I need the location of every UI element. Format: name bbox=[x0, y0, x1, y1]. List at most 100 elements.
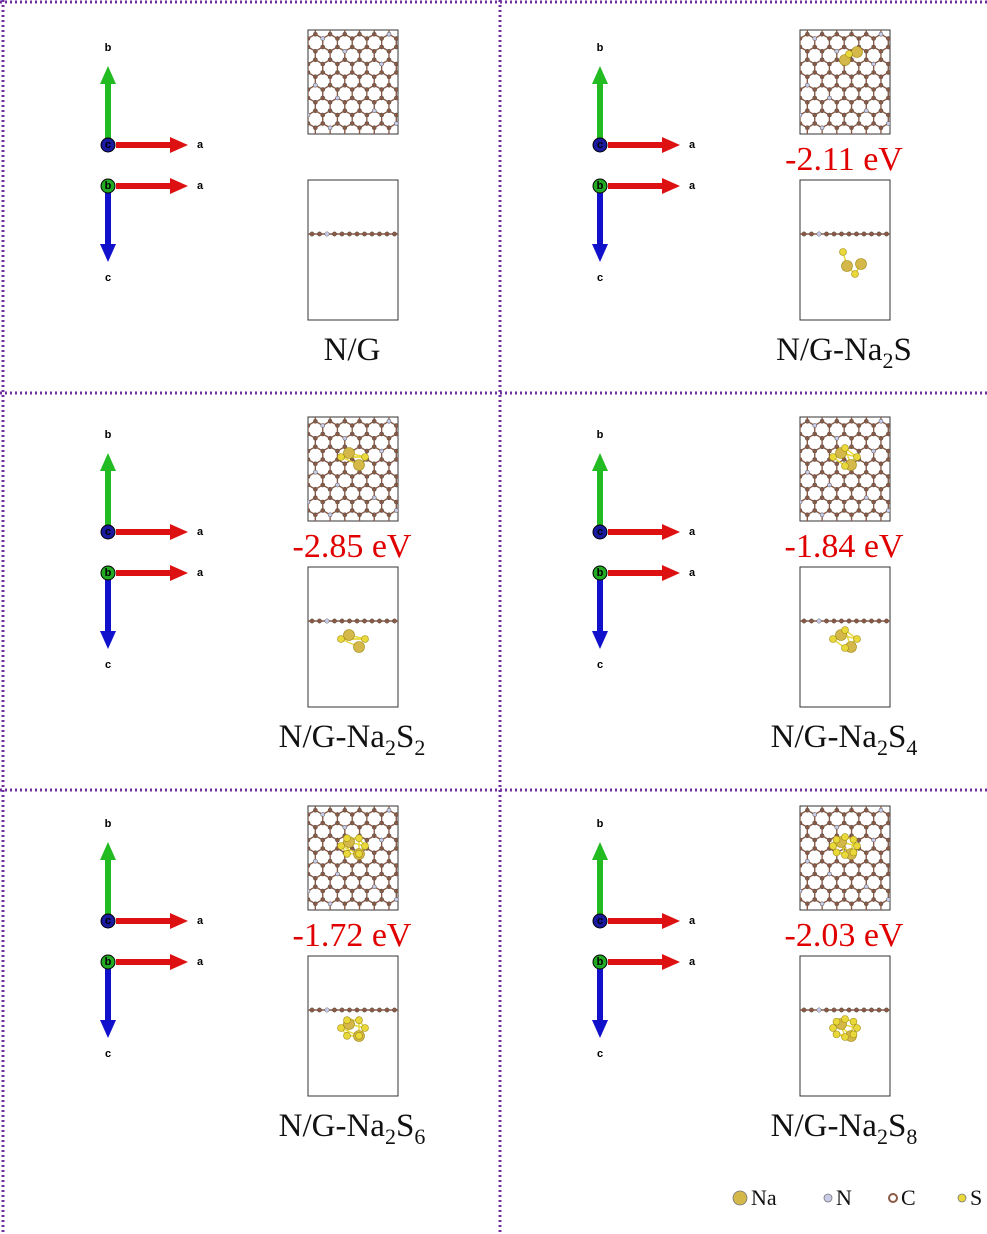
carbon-atom bbox=[365, 424, 369, 428]
carbon-atom bbox=[879, 521, 883, 525]
carbon-atom bbox=[901, 62, 905, 66]
carbon-atom bbox=[372, 859, 376, 863]
carbon-atom bbox=[894, 496, 898, 500]
carbon-atom bbox=[416, 876, 420, 880]
carbon-atom bbox=[835, 808, 839, 812]
nitrogen-atom bbox=[886, 407, 890, 411]
carbon-atom bbox=[791, 49, 795, 53]
carbon-atom bbox=[299, 49, 303, 53]
carbon-atom bbox=[310, 1008, 314, 1012]
carbon-atom bbox=[901, 96, 905, 100]
carbon-atom bbox=[328, 470, 332, 474]
carbon-atom bbox=[879, 521, 883, 525]
carbon-atom bbox=[791, 800, 795, 804]
carbon-atom bbox=[894, 876, 898, 880]
carbon-atom bbox=[850, 825, 854, 829]
bond-ring bbox=[411, 136, 426, 153]
carbon-atom bbox=[321, 20, 325, 24]
carbon-atom bbox=[299, 134, 303, 138]
carbon-atom bbox=[879, 24, 883, 28]
carbon-atom bbox=[820, 75, 824, 79]
nitrogen-atom bbox=[335, 872, 339, 876]
carbon-atom bbox=[879, 109, 883, 113]
carbon-atom bbox=[805, 58, 809, 62]
sulfur-atom bbox=[833, 849, 840, 856]
carbon-atom bbox=[291, 838, 295, 842]
carbon-atom bbox=[901, 96, 905, 100]
carbon-atom bbox=[343, 126, 347, 130]
carbon-atom bbox=[335, 139, 339, 143]
carbon-atom bbox=[798, 898, 802, 902]
carbon-atom bbox=[872, 122, 876, 126]
carbon-atom bbox=[813, 847, 817, 851]
carbon-atom bbox=[291, 113, 295, 117]
carbon-atom bbox=[409, 500, 413, 504]
bond-ring bbox=[903, 9, 918, 26]
carbon-atom bbox=[358, 445, 362, 449]
carbon-atom bbox=[835, 462, 839, 466]
carbon-atom bbox=[402, 83, 406, 87]
carbon-atom bbox=[886, 838, 890, 842]
sodium-atom bbox=[344, 630, 355, 641]
structure-label: N/G-Na2S4 bbox=[771, 719, 918, 760]
carbon-atom bbox=[350, 20, 354, 24]
carbon-atom bbox=[291, 458, 295, 462]
carbon-atom bbox=[894, 825, 898, 829]
carbon-atom bbox=[864, 24, 868, 28]
nitrogen-atom bbox=[798, 889, 802, 893]
carbon-atom bbox=[805, 126, 809, 130]
carbon-atom bbox=[306, 821, 310, 825]
carbon-atom bbox=[894, 487, 898, 491]
carbon-atom bbox=[791, 109, 795, 113]
carbon-atom bbox=[827, 45, 831, 49]
carbon-atom bbox=[901, 500, 905, 504]
carbon-atom bbox=[335, 398, 339, 402]
carbon-atom bbox=[864, 83, 868, 87]
carbon-atom bbox=[857, 864, 861, 868]
bond-ring bbox=[896, 47, 911, 64]
carbon-atom bbox=[343, 800, 347, 804]
carbon-atom bbox=[916, 71, 920, 75]
carbon-atom bbox=[328, 800, 332, 804]
carbon-atom bbox=[402, 513, 406, 517]
carbon-atom bbox=[894, 470, 898, 474]
carbon-atom bbox=[416, 32, 420, 36]
nitrogen-atom bbox=[817, 619, 821, 623]
carbon-atom bbox=[365, 407, 369, 411]
nitrogen-atom bbox=[820, 7, 824, 11]
carbon-atom bbox=[832, 1008, 836, 1012]
carbon-atom bbox=[820, 134, 824, 138]
carbon-atom bbox=[328, 83, 332, 87]
carbon-atom bbox=[879, 411, 883, 415]
bond-ring bbox=[337, 9, 352, 26]
label-text: N/G-Na bbox=[771, 1108, 878, 1144]
carbon-atom bbox=[879, 834, 883, 838]
carbon-atom bbox=[362, 619, 366, 623]
carbon-atom bbox=[306, 122, 310, 126]
carbon-atom bbox=[805, 411, 809, 415]
carbon-atom bbox=[358, 436, 362, 440]
bond-ring bbox=[903, 421, 918, 438]
carbon-atom bbox=[835, 126, 839, 130]
carbon-atom bbox=[299, 411, 303, 415]
carbon-atom bbox=[409, 71, 413, 75]
carbon-atom bbox=[365, 821, 369, 825]
bond-ring bbox=[404, 409, 419, 426]
legend-swatch bbox=[824, 1194, 832, 1202]
carbon-atom bbox=[813, 407, 817, 411]
carbon-atom bbox=[321, 407, 325, 411]
carbon-atom bbox=[857, 796, 861, 800]
carbon-atom bbox=[872, 898, 876, 902]
carbon-atom bbox=[372, 513, 376, 517]
carbon-atom bbox=[894, 487, 898, 491]
bond-ring bbox=[286, 434, 301, 451]
carbon-atom bbox=[791, 521, 795, 525]
carbon-atom bbox=[908, 521, 912, 525]
carbon-atom bbox=[908, 783, 912, 787]
carbon-atom bbox=[894, 445, 898, 449]
carbon-atom bbox=[798, 20, 802, 24]
carbon-atom bbox=[340, 232, 344, 236]
carbon-atom bbox=[335, 20, 339, 24]
carbon-atom bbox=[824, 619, 828, 623]
carbon-atom bbox=[306, 139, 310, 143]
